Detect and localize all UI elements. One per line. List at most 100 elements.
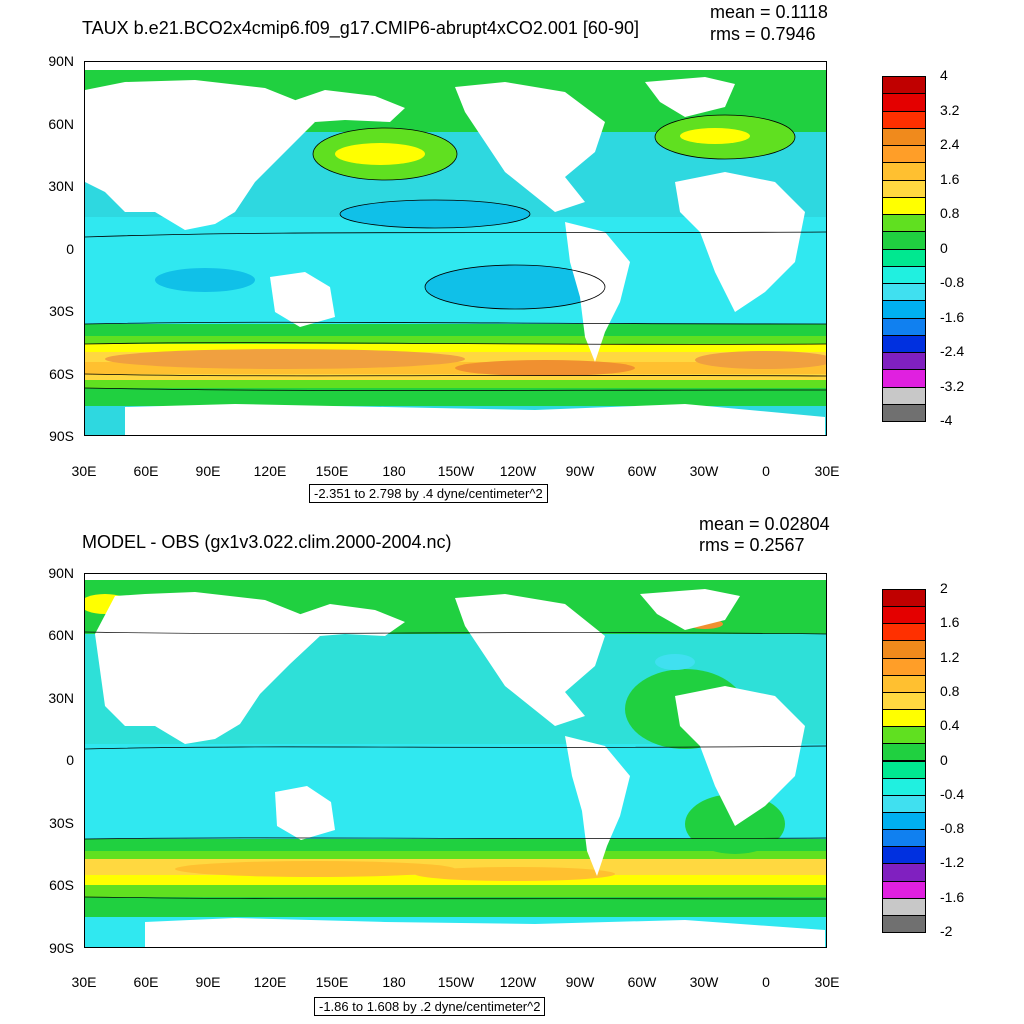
colorbar-swatch: [882, 334, 926, 353]
mean-value: mean = 0.02804: [699, 514, 830, 534]
mean-value: mean = 0.1118: [710, 2, 828, 22]
colorbar-swatch: [882, 196, 926, 215]
map-field: [85, 62, 826, 435]
colorbar-label: 0: [940, 751, 948, 768]
colorbar-swatch: [882, 110, 926, 129]
colorbar-swatch: [882, 846, 926, 865]
y-tick-label: 30S: [49, 815, 74, 831]
colorbar-label: 1.6: [940, 614, 960, 631]
colorbar-swatch: [882, 811, 926, 831]
rms-value: rms = 0.7946: [710, 24, 816, 44]
contour-info: -2.351 to 2.798 by .4 dyne/centimeter^2: [309, 484, 548, 503]
colorbar-swatch: [882, 880, 926, 899]
colorbar-label: 0.4: [940, 717, 960, 734]
x-tick-label: 90W: [565, 463, 595, 479]
colorbar-label: 0.8: [940, 682, 960, 699]
x-tick-label: 120E: [253, 463, 287, 479]
map-plot: [84, 573, 827, 948]
colorbar-swatch: [882, 709, 926, 728]
x-tick-label: 180: [382, 974, 406, 990]
colorbar-swatch: [882, 726, 926, 745]
colorbar-swatch: [882, 76, 926, 95]
y-tick-label: 60S: [49, 366, 74, 382]
x-tick-label: 30E: [814, 974, 840, 990]
colorbar-swatch: [882, 743, 926, 762]
colorbar-swatch: [882, 283, 926, 302]
colorbar-swatch: [882, 352, 926, 371]
colorbar-swatch: [882, 674, 926, 693]
colorbar-swatch: [882, 93, 926, 112]
x-tick-label: 30E: [814, 463, 840, 479]
colorbar-swatch: [882, 145, 926, 164]
x-tick-label: 30W: [689, 974, 719, 990]
colorbar-swatch: [882, 794, 926, 813]
x-tick-label: 60W: [627, 463, 657, 479]
x-tick-label: 30E: [71, 974, 97, 990]
colorbar-swatch: [882, 403, 926, 422]
x-tick-label: 120W: [499, 974, 537, 990]
x-tick-label: 60W: [627, 974, 657, 990]
x-tick-label: 150E: [315, 463, 349, 479]
y-tick-label: 90S: [49, 428, 74, 444]
y-tick-label: 60N: [48, 627, 74, 643]
colorbar-swatch: [882, 606, 926, 625]
x-tick-label: 90E: [195, 463, 221, 479]
colorbar-swatch: [882, 127, 926, 146]
colorbar-label: -0.8: [940, 820, 965, 837]
map-field: [85, 574, 826, 947]
x-tick-label: 60E: [133, 974, 159, 990]
colorbar-swatch: [882, 300, 926, 319]
colorbar-swatch: [882, 640, 926, 659]
x-tick-label: 120W: [499, 463, 537, 479]
colorbar-swatch: [882, 691, 926, 711]
colorbar-label: -4: [940, 412, 953, 428]
colorbar-swatch: [882, 386, 926, 405]
y-tick-label: 0: [66, 241, 74, 257]
x-tick-label: 150W: [437, 974, 475, 990]
y-tick-label: 0: [66, 752, 74, 768]
colorbar-label: -2: [940, 923, 953, 939]
rms-value: rms = 0.2567: [699, 535, 805, 555]
colorbar-swatch: [882, 248, 926, 267]
contour-info: -1.86 to 1.608 by .2 dyne/centimeter^2: [314, 997, 546, 1016]
x-tick-label: 150W: [437, 463, 475, 479]
colorbar-label: -1.6: [940, 308, 965, 325]
colorbar-label: -3.2: [940, 377, 965, 394]
colorbar-label: -0.8: [940, 274, 965, 290]
y-tick-label: 60S: [49, 877, 74, 893]
x-tick-label: 150E: [315, 974, 349, 990]
x-tick-label: 90E: [195, 974, 221, 990]
colorbar-swatch: [882, 863, 926, 882]
colorbar-label: 0: [940, 239, 948, 256]
y-tick-label: 90S: [49, 940, 74, 956]
y-tick-label: 60N: [48, 116, 74, 132]
colorbar-label: -2.4: [940, 343, 965, 359]
colorbar-swatch: [882, 914, 926, 933]
map-plot: [84, 61, 827, 436]
y-tick-label: 90N: [48, 53, 74, 69]
y-tick-label: 30N: [48, 178, 74, 194]
y-tick-label: 30S: [49, 303, 74, 319]
colorbar-label: 2: [940, 580, 948, 596]
x-tick-label: 0: [762, 974, 770, 990]
x-tick-label: 120E: [253, 974, 287, 990]
x-tick-label: 90W: [565, 974, 595, 990]
colorbar-label: 1.2: [940, 648, 960, 665]
x-tick-label: 60E: [133, 463, 159, 479]
colorbar-label: -1.6: [940, 888, 965, 905]
colorbar-swatch: [882, 623, 926, 642]
colorbar-swatch: [882, 777, 926, 796]
colorbar-label: 2.4: [940, 136, 960, 152]
x-tick-label: 30E: [71, 463, 97, 479]
colorbar-label: -0.4: [940, 785, 965, 802]
colorbar-label: -1.2: [940, 854, 965, 871]
colorbar-swatch: [882, 162, 926, 181]
x-tick-label: 0: [762, 463, 770, 479]
colorbar-swatch: [882, 214, 926, 233]
colorbar-swatch: [882, 760, 926, 779]
colorbar: 4 3.2 2.4 1.6 0.8 0 -0.8 -1.6 -2.4 -3.2 -4: [882, 67, 1002, 428]
colorbar-label: 0.8: [940, 205, 960, 221]
panel-title: TAUX b.e21.BCO2x4cmip6.f09_g17.CMIP6-abr…: [82, 18, 639, 38]
colorbar-swatch: [882, 589, 926, 608]
panel-model-obs: MODEL - OBS (gx1v3.022.clim.2000-2004.nc…: [0, 512, 1024, 1024]
